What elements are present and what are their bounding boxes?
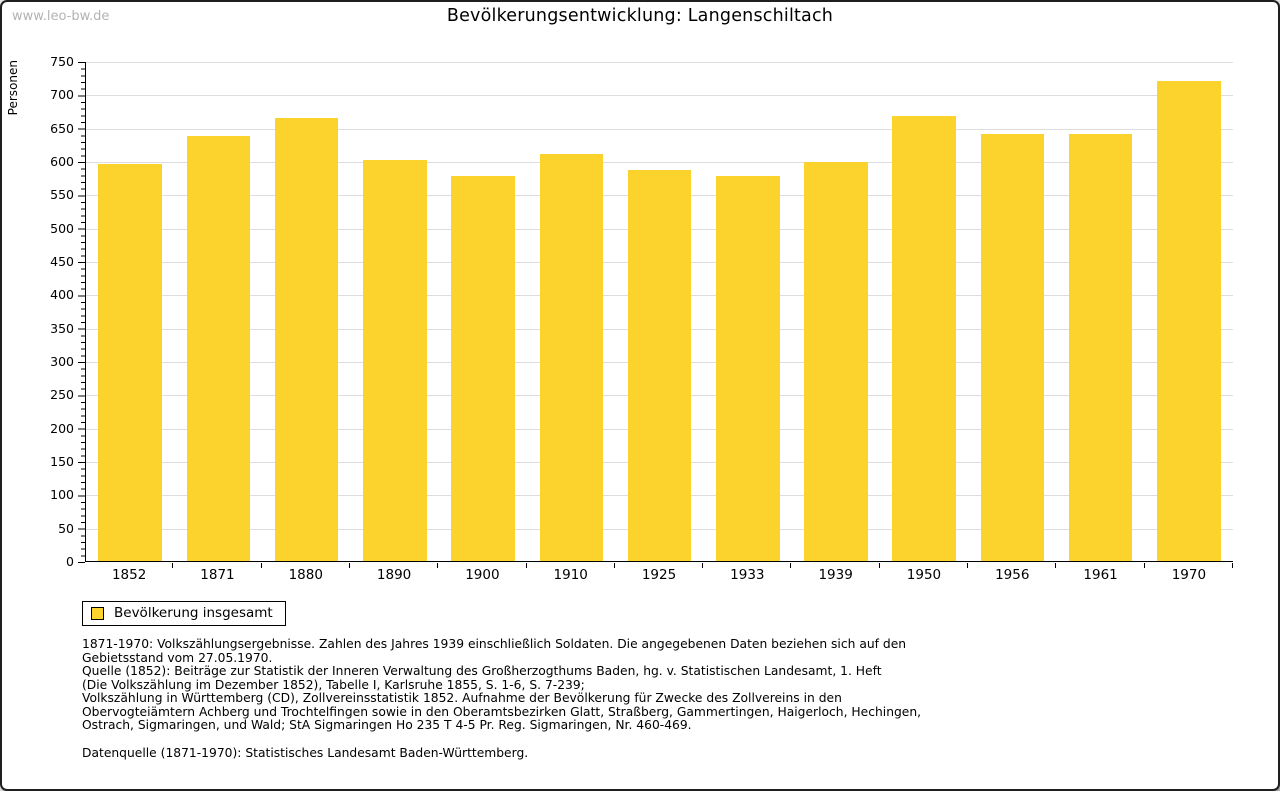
bar-1933[interactable]	[716, 176, 780, 561]
plot-area	[78, 62, 1233, 563]
bar-group-1900	[439, 62, 527, 561]
x-tick-label: 1933	[730, 567, 765, 583]
grid-line	[86, 95, 1233, 97]
legend-swatch-icon	[91, 606, 104, 620]
y-tick-label: 300	[50, 354, 74, 369]
x-tick	[525, 563, 527, 568]
footnote-line: (Die Volkszählung im Dezember 1852), Tab…	[82, 677, 585, 692]
x-tick	[878, 563, 880, 568]
x-tick	[967, 563, 969, 568]
x-axis-tick-labels: 1852 1871 1880 1890 1900 1910 1925 1933 1939 1950…	[85, 567, 1233, 583]
bar-group-1939	[792, 62, 880, 561]
y-tick-label: 700	[50, 87, 74, 103]
x-tick-label: 1890	[376, 567, 412, 583]
x-tick-label: 1970	[1171, 567, 1207, 583]
y-axis-major-ticks	[78, 62, 85, 563]
footnote-line: Ostrach, Sigmaringen, und Wald; StA Sigm…	[82, 718, 692, 732]
bar-group-1970	[1145, 62, 1233, 561]
x-axis-ticks	[85, 563, 1233, 569]
y-tick-label: 400	[50, 287, 74, 303]
bar-group-1933	[704, 62, 792, 561]
x-tick	[260, 563, 262, 568]
x-tick	[172, 563, 174, 568]
y-tick-label: 150	[50, 454, 74, 469]
x-tick	[1143, 563, 1145, 568]
bar-group-1890	[351, 62, 439, 561]
bar-1890[interactable]	[363, 160, 427, 561]
y-tick-label: 550	[50, 187, 74, 203]
bar-1871[interactable]	[186, 135, 251, 561]
legend-label: Bevölkerung insgesamt	[114, 605, 273, 621]
page-title: Bevölkerungsentwicklung: Langenschiltach	[446, 6, 834, 26]
bar-1900[interactable]	[451, 175, 515, 561]
footnote-line: Quelle (1852): Beiträge zur Statistik de…	[82, 664, 882, 678]
y-tick-label: 0	[66, 554, 74, 569]
x-tick-label: 1956	[995, 567, 1030, 583]
y-tick-label: 200	[50, 420, 74, 436]
footnote-line: Gebietsstand vom 27.05.1970.	[82, 650, 273, 665]
bar-1956[interactable]	[980, 133, 1045, 561]
footnote-line: Volkszählung in Württemberg (CD), Zollve…	[82, 691, 842, 705]
bar-group-1871	[174, 62, 262, 561]
grid-line	[86, 128, 1233, 130]
y-tick-label: 100	[50, 487, 74, 503]
x-tick-label: 1961	[1083, 567, 1118, 583]
bar-group-1910	[527, 62, 615, 561]
footnote-block: 1871-1970: Volkszählungsergebnisse. Zahl…	[82, 637, 1202, 760]
x-tick-label: 1900	[465, 567, 500, 583]
x-tick-label: 1939	[818, 567, 853, 583]
y-tick-label: 500	[50, 220, 74, 236]
x-tick	[348, 563, 350, 568]
bar-group-1956	[968, 62, 1056, 561]
bar-group-1950	[880, 62, 968, 561]
x-tick	[437, 563, 439, 568]
x-tick-label: 1880	[288, 567, 323, 583]
y-tick-label: 350	[50, 320, 74, 336]
bar-1970[interactable]	[1157, 81, 1221, 561]
footnote-line: 1871-1970: Volkszählungsergebnisse. Zahl…	[82, 637, 907, 651]
y-tick-label: 250	[50, 387, 74, 403]
bar-1910[interactable]	[539, 154, 604, 561]
grid-line	[86, 162, 1233, 163]
x-tick-label: 1925	[641, 567, 677, 583]
bar-1961[interactable]	[1068, 134, 1133, 561]
x-tick-label: 1950	[906, 567, 942, 583]
bar-1925[interactable]	[627, 170, 692, 561]
x-tick	[702, 563, 704, 568]
x-tick-label: 1871	[200, 567, 235, 583]
grid-line	[86, 62, 1233, 63]
bar-1950[interactable]	[892, 116, 956, 561]
y-tick-label: 650	[50, 120, 74, 136]
x-tick-label: 1910	[553, 567, 588, 583]
x-tick	[790, 563, 792, 568]
bar-group-1961	[1057, 62, 1145, 561]
footnote-lines: 1871-1970: Volkszählungsergebnisse. Zahl…	[82, 637, 1202, 733]
y-tick-label: 450	[50, 254, 74, 269]
bar-1852[interactable]	[98, 164, 162, 561]
bar-group-1925	[615, 62, 703, 561]
y-tick-label: 750	[50, 54, 74, 69]
bar-1880[interactable]	[274, 117, 339, 561]
y-tick-label: 50	[58, 520, 74, 536]
x-tick-label: 1852	[111, 567, 147, 583]
footnote-line: Obervogteiämtern Achberg und Trochtelfin…	[82, 704, 922, 719]
watermark: www.leo-bw.de	[12, 9, 110, 24]
x-tick	[1232, 563, 1233, 568]
legend: Bevölkerung insgesamt	[82, 601, 286, 626]
datasource-line: Datenquelle (1871-1970): Statistisches L…	[82, 745, 529, 760]
bars-row	[86, 62, 1233, 561]
y-axis-tick-labels: 0 50 100 150 200 250 300 350 400 450 500 550 600 650 7…	[2, 55, 74, 569]
x-tick	[1055, 563, 1057, 568]
bar-1939[interactable]	[804, 162, 868, 561]
bar-group-1880	[262, 62, 350, 561]
bar-group-1852	[86, 62, 174, 561]
y-tick-label: 600	[50, 154, 74, 169]
x-tick	[613, 563, 615, 568]
